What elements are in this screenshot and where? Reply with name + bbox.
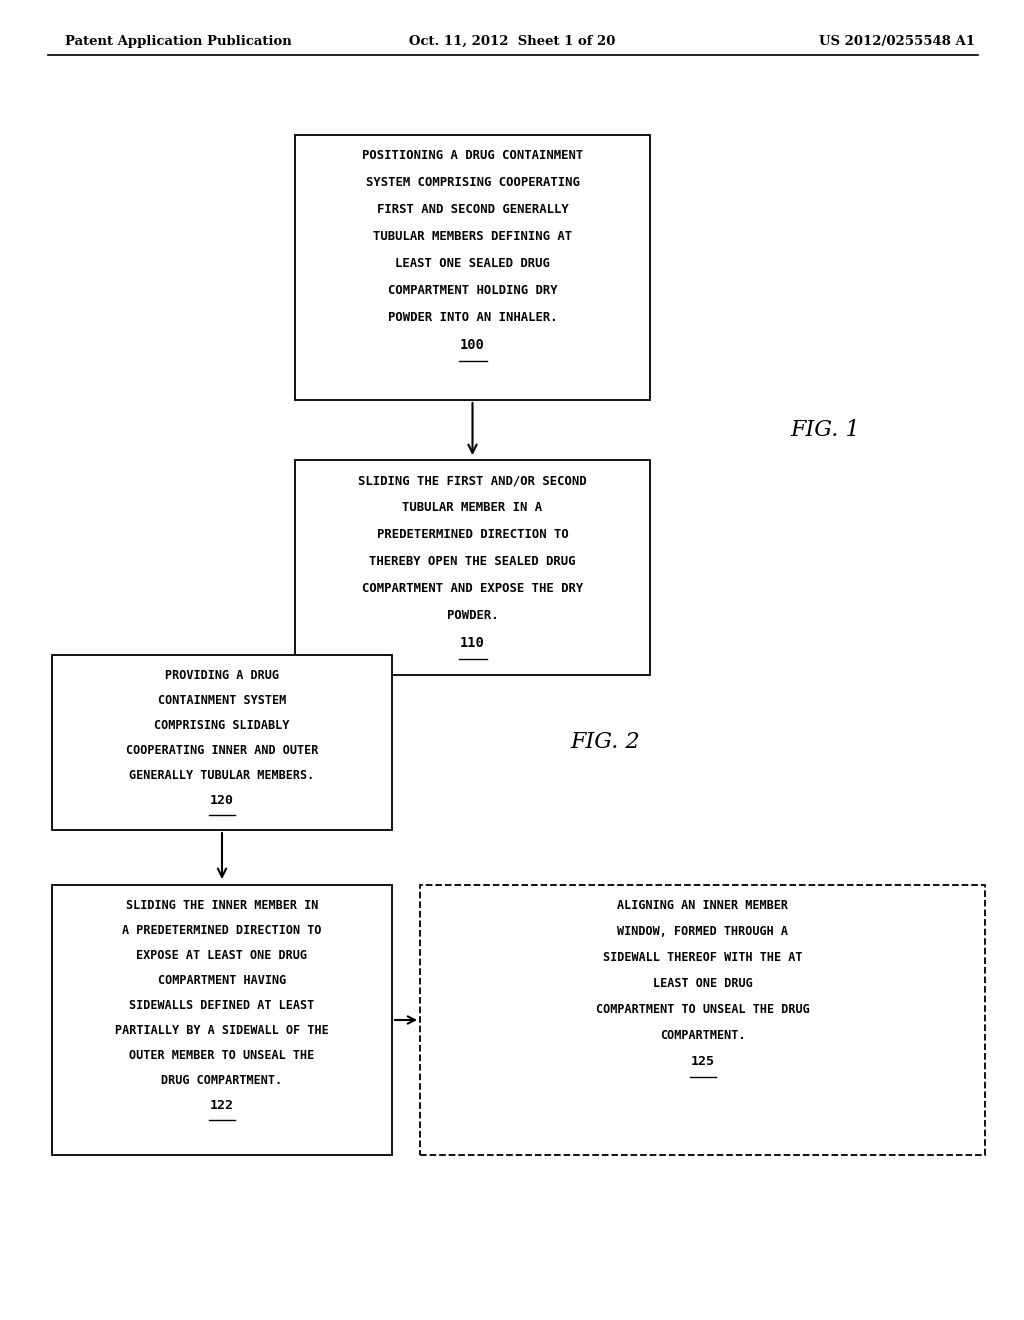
Text: EXPOSE AT LEAST ONE DRUG: EXPOSE AT LEAST ONE DRUG [136, 949, 307, 962]
Text: TUBULAR MEMBERS DEFINING AT: TUBULAR MEMBERS DEFINING AT [373, 230, 572, 243]
Text: COMPRISING SLIDABLY: COMPRISING SLIDABLY [155, 719, 290, 733]
Text: Patent Application Publication: Patent Application Publication [65, 36, 292, 48]
Text: COOPERATING INNER AND OUTER: COOPERATING INNER AND OUTER [126, 744, 318, 756]
Text: CONTAINMENT SYSTEM: CONTAINMENT SYSTEM [158, 694, 286, 708]
Text: OUTER MEMBER TO UNSEAL THE: OUTER MEMBER TO UNSEAL THE [129, 1049, 314, 1063]
Text: PROVIDING A DRUG: PROVIDING A DRUG [165, 669, 279, 682]
Text: 122: 122 [210, 1100, 234, 1111]
Text: SIDEWALL THEREOF WITH THE AT: SIDEWALL THEREOF WITH THE AT [603, 950, 802, 964]
Text: GENERALLY TUBULAR MEMBERS.: GENERALLY TUBULAR MEMBERS. [129, 770, 314, 781]
Text: THEREBY OPEN THE SEALED DRUG: THEREBY OPEN THE SEALED DRUG [370, 554, 575, 568]
Bar [52, 884, 392, 1155]
Text: SLIDING THE FIRST AND/OR SECOND: SLIDING THE FIRST AND/OR SECOND [358, 474, 587, 487]
Text: LEAST ONE SEALED DRUG: LEAST ONE SEALED DRUG [395, 257, 550, 271]
Text: PREDETERMINED DIRECTION TO: PREDETERMINED DIRECTION TO [377, 528, 568, 541]
Text: FIRST AND SECOND GENERALLY: FIRST AND SECOND GENERALLY [377, 203, 568, 216]
Text: US 2012/0255548 A1: US 2012/0255548 A1 [819, 36, 975, 48]
Text: DRUG COMPARTMENT.: DRUG COMPARTMENT. [162, 1074, 283, 1086]
Text: SLIDING THE INNER MEMBER IN: SLIDING THE INNER MEMBER IN [126, 899, 318, 912]
Text: 120: 120 [210, 795, 234, 807]
Text: TUBULAR MEMBER IN A: TUBULAR MEMBER IN A [402, 502, 543, 513]
Bar [420, 884, 985, 1155]
Text: FIG. 2: FIG. 2 [570, 731, 640, 754]
Text: COMPARTMENT HAVING: COMPARTMENT HAVING [158, 974, 286, 987]
Text: COMPARTMENT.: COMPARTMENT. [659, 1030, 745, 1041]
Text: WINDOW, FORMED THROUGH A: WINDOW, FORMED THROUGH A [617, 925, 788, 939]
Text: LEAST ONE DRUG: LEAST ONE DRUG [652, 977, 753, 990]
Text: POSITIONING A DRUG CONTAINMENT: POSITIONING A DRUG CONTAINMENT [361, 149, 583, 162]
Text: Oct. 11, 2012  Sheet 1 of 20: Oct. 11, 2012 Sheet 1 of 20 [409, 36, 615, 48]
Text: POWDER.: POWDER. [446, 609, 499, 622]
Text: SYSTEM COMPRISING COOPERATING: SYSTEM COMPRISING COOPERATING [366, 176, 580, 189]
Bar [295, 459, 650, 675]
Text: COMPARTMENT HOLDING DRY: COMPARTMENT HOLDING DRY [388, 284, 557, 297]
Bar [52, 655, 392, 830]
Text: COMPARTMENT AND EXPOSE THE DRY: COMPARTMENT AND EXPOSE THE DRY [361, 582, 583, 595]
Text: POWDER INTO AN INHALER.: POWDER INTO AN INHALER. [388, 312, 557, 323]
Text: 125: 125 [690, 1055, 715, 1068]
Text: 100: 100 [460, 338, 485, 352]
Text: SIDEWALLS DEFINED AT LEAST: SIDEWALLS DEFINED AT LEAST [129, 999, 314, 1012]
Text: PARTIALLY BY A SIDEWALL OF THE: PARTIALLY BY A SIDEWALL OF THE [115, 1024, 329, 1038]
Text: 110: 110 [460, 636, 485, 649]
Text: A PREDETERMINED DIRECTION TO: A PREDETERMINED DIRECTION TO [122, 924, 322, 937]
Text: FIG. 1: FIG. 1 [790, 418, 859, 441]
Bar [295, 135, 650, 400]
Text: ALIGNING AN INNER MEMBER: ALIGNING AN INNER MEMBER [617, 899, 788, 912]
Text: COMPARTMENT TO UNSEAL THE DRUG: COMPARTMENT TO UNSEAL THE DRUG [596, 1003, 809, 1016]
